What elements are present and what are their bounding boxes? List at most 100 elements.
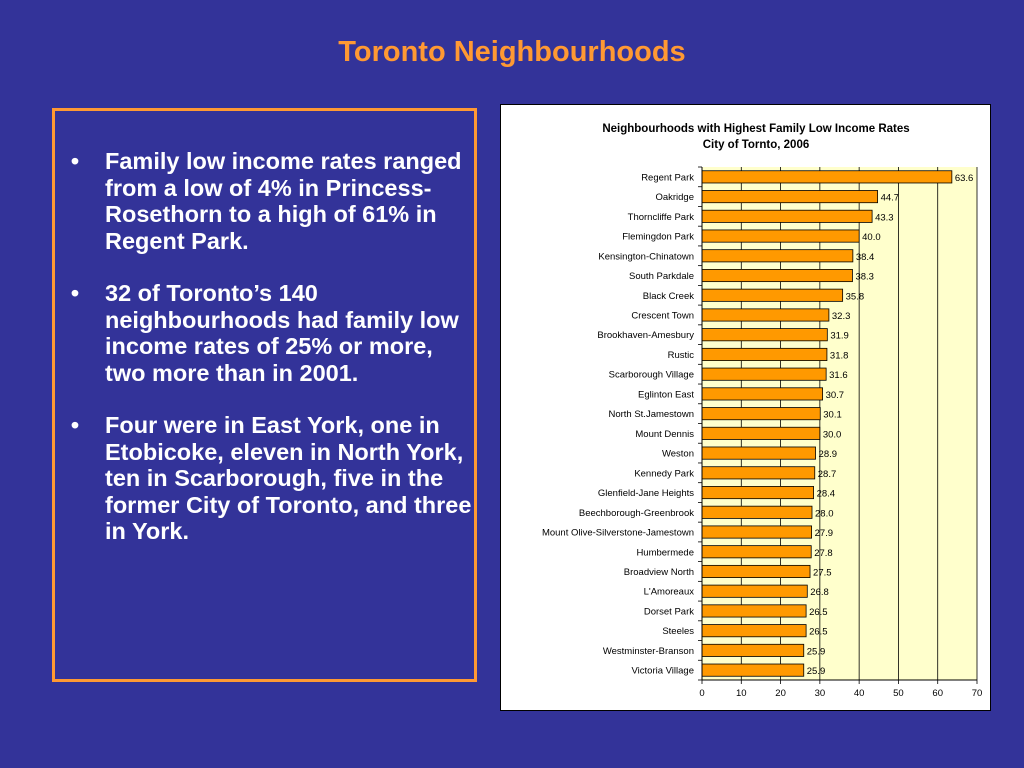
bar (701, 367, 827, 381)
bullet-marker: • (70, 148, 80, 174)
bullet-list: • Family low income rates ranged from a … (55, 148, 475, 571)
category-label: Mount Dennis (635, 429, 694, 440)
category-label: Regent Park (641, 172, 694, 183)
bar (701, 643, 805, 657)
bar (701, 170, 953, 184)
category-label: Steeles (662, 626, 694, 637)
data-label: 35.8 (846, 291, 865, 302)
data-label: 38.3 (855, 272, 874, 283)
bullet-text: Family low income rates ranged from a lo… (105, 148, 462, 254)
bar (701, 229, 860, 243)
data-label: 28.4 (817, 489, 836, 500)
data-label: 28.7 (818, 469, 837, 480)
bar (701, 288, 844, 302)
data-label: 26.5 (809, 627, 828, 638)
bar (701, 624, 807, 638)
bar (701, 604, 807, 618)
bullet-marker: • (70, 412, 80, 438)
category-label: Crescent Town (631, 310, 694, 321)
bar (701, 209, 873, 223)
chart-subtitle: City of Tornto, 2006 (702, 139, 810, 151)
category-label: Beechborough-Greenbrook (579, 508, 694, 519)
data-label: 63.6 (955, 173, 974, 184)
data-label: 26.5 (809, 607, 828, 618)
bar (701, 269, 853, 283)
category-label: Rustic (668, 350, 695, 361)
bar (701, 426, 821, 440)
bar (701, 190, 879, 204)
data-label: 44.7 (881, 193, 900, 204)
category-label: Flemingdon Park (622, 232, 694, 243)
category-label: Eglinton East (638, 389, 694, 400)
x-tick-label: 20 (775, 688, 786, 699)
category-label: Kennedy Park (634, 468, 694, 479)
data-label: 25.9 (807, 666, 826, 677)
bar (701, 486, 814, 500)
bullet-item: • 32 of Toronto’s 140 neighbourhoods had… (55, 280, 475, 386)
category-label: Brookhaven-Amesbury (597, 330, 694, 341)
category-label: Scarborough Village (609, 370, 694, 381)
x-tick-label: 30 (815, 688, 826, 699)
bar (701, 525, 813, 539)
data-label: 30.7 (826, 390, 845, 401)
bar (701, 308, 830, 322)
category-label: Broadview North (624, 567, 694, 578)
slide-title: Toronto Neighbourhoods (338, 36, 686, 68)
bar (701, 564, 811, 578)
chart-title: Neighbourhoods with Highest Family Low I… (602, 123, 910, 135)
data-label: 26.8 (810, 587, 829, 598)
bar (701, 347, 828, 361)
x-tick-label: 40 (854, 688, 865, 699)
bullet-text-box: • Family low income rates ranged from a … (52, 108, 477, 682)
category-label: Oakridge (655, 192, 694, 203)
data-label: 25.9 (807, 646, 826, 657)
data-label: 38.4 (856, 252, 875, 263)
category-label: Black Creek (643, 291, 694, 302)
bar (701, 663, 805, 677)
x-tick-label: 70 (972, 688, 983, 699)
bullet-text: 32 of Toronto’s 140 neighbourhoods had f… (105, 280, 459, 386)
bullet-item: • Four were in East York, one in Etobico… (55, 412, 475, 545)
x-tick-label: 60 (932, 688, 943, 699)
bar (701, 407, 821, 421)
bar (701, 545, 812, 559)
chart-title-block: Neighbourhoods with Highest Family Low I… (501, 121, 1011, 153)
category-label: Thorncliffe Park (628, 212, 695, 223)
category-label: Westminster-Branson (603, 646, 694, 657)
bar (701, 249, 854, 263)
data-label: 27.5 (813, 567, 832, 578)
bar (701, 505, 813, 519)
x-tick-label: 10 (736, 688, 747, 699)
bar (701, 584, 808, 598)
data-label: 27.9 (815, 528, 834, 539)
bullet-text: Four were in East York, one in Etobicoke… (105, 412, 472, 544)
category-label: Victoria Village (632, 666, 695, 677)
data-label: 43.3 (875, 212, 894, 223)
bullet-item: • Family low income rates ranged from a … (55, 148, 475, 254)
category-label: Kensington-Chinatown (598, 251, 694, 262)
category-label: Mount Olive-Silverstone-Jamestown (542, 528, 694, 539)
category-label: North St.Jamestown (608, 409, 694, 420)
plot-area (702, 167, 977, 680)
bar-chart: Regent Park 63.6 Oakridge 44.7 Thorncliffe P… (542, 166, 983, 699)
x-tick-label: 0 (699, 688, 704, 699)
data-label: 28.0 (815, 508, 834, 519)
category-label: Dorset Park (644, 606, 694, 617)
category-label: Glenfield-Jane Heights (598, 488, 694, 499)
bar (701, 446, 816, 460)
bar (701, 328, 828, 342)
bar (701, 387, 824, 401)
bullet-marker: • (70, 280, 80, 306)
data-label: 31.9 (830, 331, 849, 342)
data-label: 40.0 (862, 232, 881, 243)
bar (701, 466, 816, 480)
data-label: 31.6 (829, 370, 848, 381)
data-label: 31.8 (830, 350, 849, 361)
data-label: 30.0 (823, 429, 842, 440)
chart-panel: Neighbourhoods with Highest Family Low I… (500, 104, 991, 711)
x-tick-label: 50 (893, 688, 904, 699)
category-label: L'Amoreaux (644, 587, 695, 598)
category-label: Weston (662, 449, 694, 460)
category-label: South Parkdale (629, 271, 694, 282)
